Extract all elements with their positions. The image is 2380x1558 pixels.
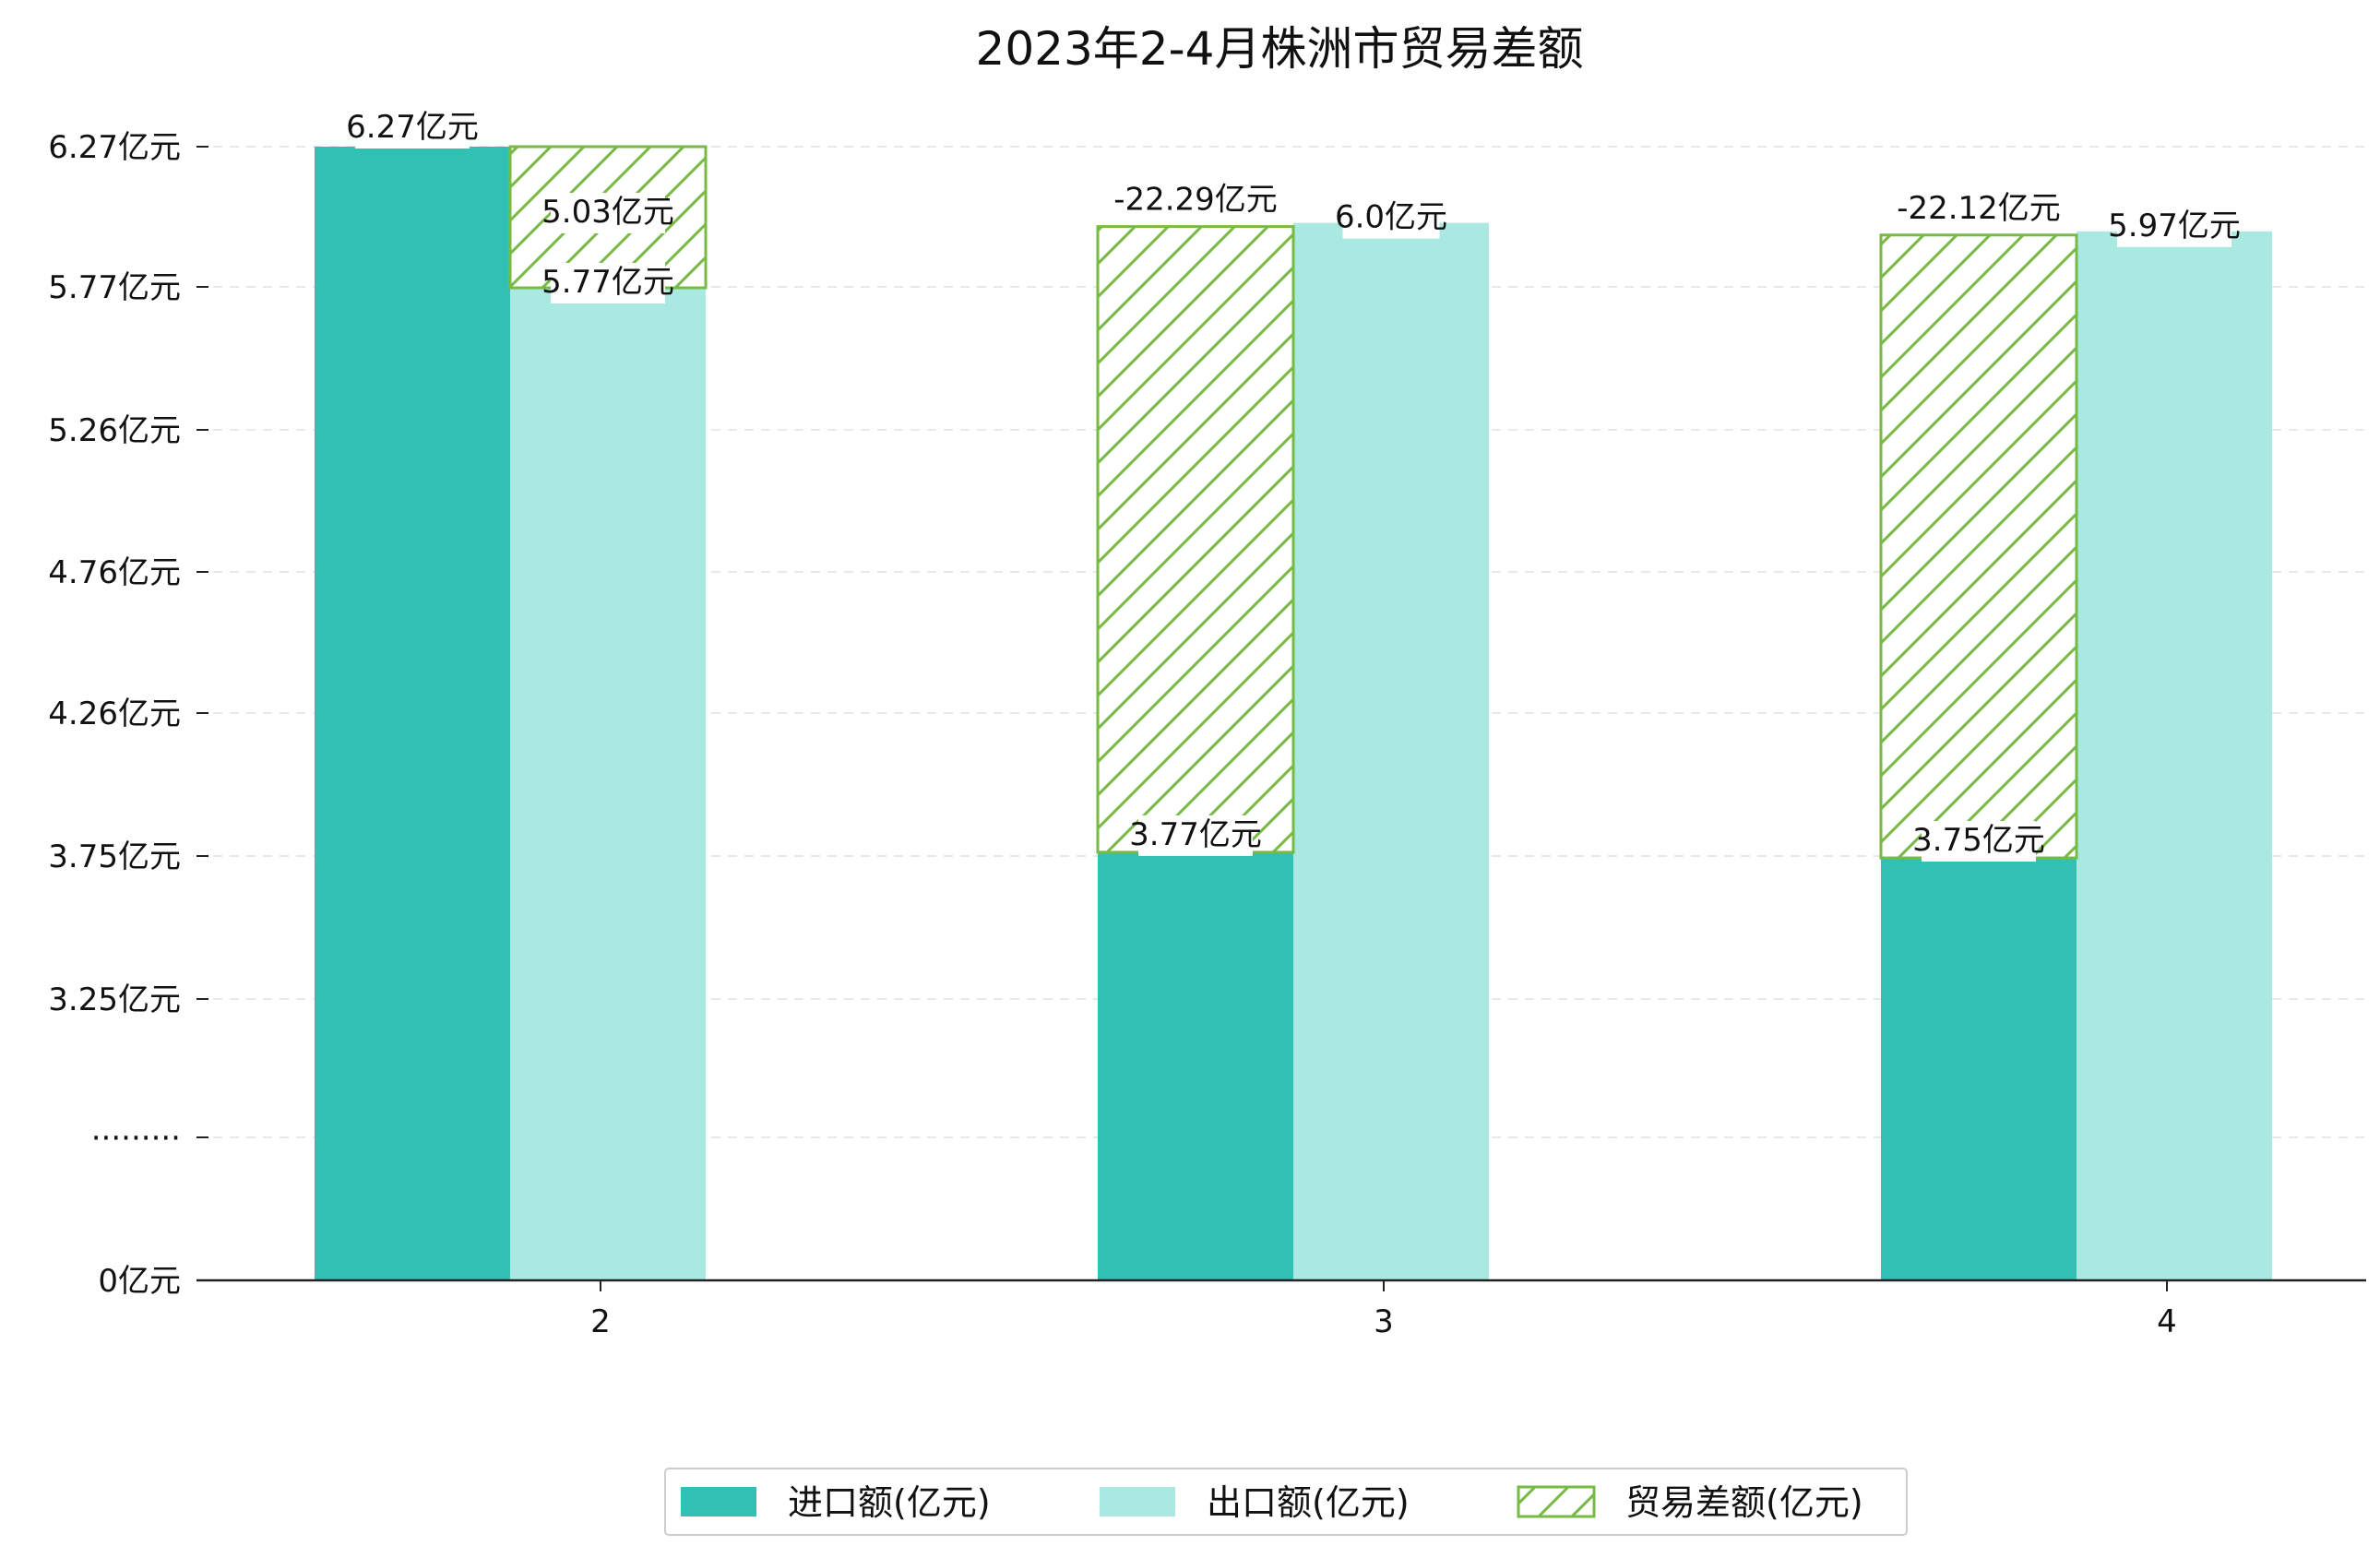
y-tick-label: 5.77亿元 bbox=[48, 269, 181, 306]
x-axis-ticks: 2 3 4 bbox=[590, 1280, 2177, 1340]
bars bbox=[315, 145, 2272, 1281]
legend-frame bbox=[664, 1468, 1908, 1536]
data-label-export-bg bbox=[551, 262, 665, 303]
legend-label: 贸易差额(亿元) bbox=[1625, 1482, 1863, 1523]
data-label-trade-balance: 5.03亿元 bbox=[541, 194, 674, 231]
data-label-export: 5.77亿元 bbox=[541, 264, 674, 301]
bar-trade-balance bbox=[1879, 233, 2078, 860]
data-label-import-bg bbox=[1922, 821, 2036, 862]
x-tick-label: 4 bbox=[2157, 1303, 2177, 1340]
legend: 进口额(亿元) 出口额(亿元) 贸易差额(亿元) bbox=[664, 1468, 1908, 1536]
data-label-trade-balance: -22.29亿元 bbox=[1113, 182, 1278, 219]
bar-trade-balance bbox=[1096, 225, 1295, 854]
data-label-import: 3.77亿元 bbox=[1129, 816, 1262, 853]
data-label-trade-balance-bg bbox=[1904, 188, 2053, 230]
data-label-export: 6.0亿元 bbox=[1335, 199, 1447, 236]
x-tick-label: 2 bbox=[590, 1303, 611, 1340]
bar-export bbox=[2077, 231, 2272, 1280]
data-label-import: 6.27亿元 bbox=[346, 109, 479, 146]
y-tick-label: 5.26亿元 bbox=[48, 412, 181, 449]
data-label-trade-balance-bg bbox=[551, 193, 665, 233]
bar-export bbox=[510, 287, 706, 1281]
data-label-export-bg bbox=[1342, 197, 1440, 239]
data-labels: 6.27亿元 5.77亿元 5.03亿元 3.77亿元 6.0亿元 -22.29亿元 3.7… bbox=[346, 108, 2241, 862]
legend-swatch bbox=[681, 1487, 756, 1516]
bar-import bbox=[1881, 858, 2077, 1280]
y-tick-label: 6.27亿元 bbox=[48, 129, 181, 166]
y-tick-label: ········· bbox=[91, 1120, 181, 1157]
x-tick-label: 3 bbox=[1374, 1303, 1394, 1340]
y-tick-label: 0亿元 bbox=[98, 1263, 181, 1300]
bar-import bbox=[1098, 851, 1293, 1280]
bar-import bbox=[315, 147, 510, 1280]
y-axis-ticks: 0亿元 ········· 3.25亿元 3.75亿元 4.26亿元 4.76亿元 5.26… bbox=[48, 129, 208, 1300]
legend-label: 进口额(亿元) bbox=[788, 1482, 991, 1523]
bar-export bbox=[1293, 222, 1489, 1281]
legend-label: 出口额(亿元) bbox=[1207, 1482, 1410, 1523]
data-label-import: 3.75亿元 bbox=[1912, 822, 2045, 859]
legend-swatch bbox=[1100, 1487, 1175, 1516]
data-label-import-bg bbox=[355, 108, 470, 149]
legend-swatch bbox=[1517, 1485, 1596, 1518]
y-tick-label: 4.26亿元 bbox=[48, 696, 181, 732]
data-label-export-bg bbox=[2117, 206, 2231, 247]
data-label-trade-balance: -22.12亿元 bbox=[1897, 190, 2061, 227]
data-label-trade-balance-bg bbox=[1121, 180, 1270, 221]
data-label-export: 5.97亿元 bbox=[2108, 208, 2241, 244]
y-tick-label: 3.75亿元 bbox=[48, 838, 181, 875]
data-label-import-bg bbox=[1138, 815, 1253, 856]
y-tick-label: 3.25亿元 bbox=[48, 981, 181, 1018]
y-tick-label: 4.76亿元 bbox=[48, 554, 181, 591]
chart-title: 2023年2-4月株洲市贸易差额 bbox=[976, 22, 1584, 76]
